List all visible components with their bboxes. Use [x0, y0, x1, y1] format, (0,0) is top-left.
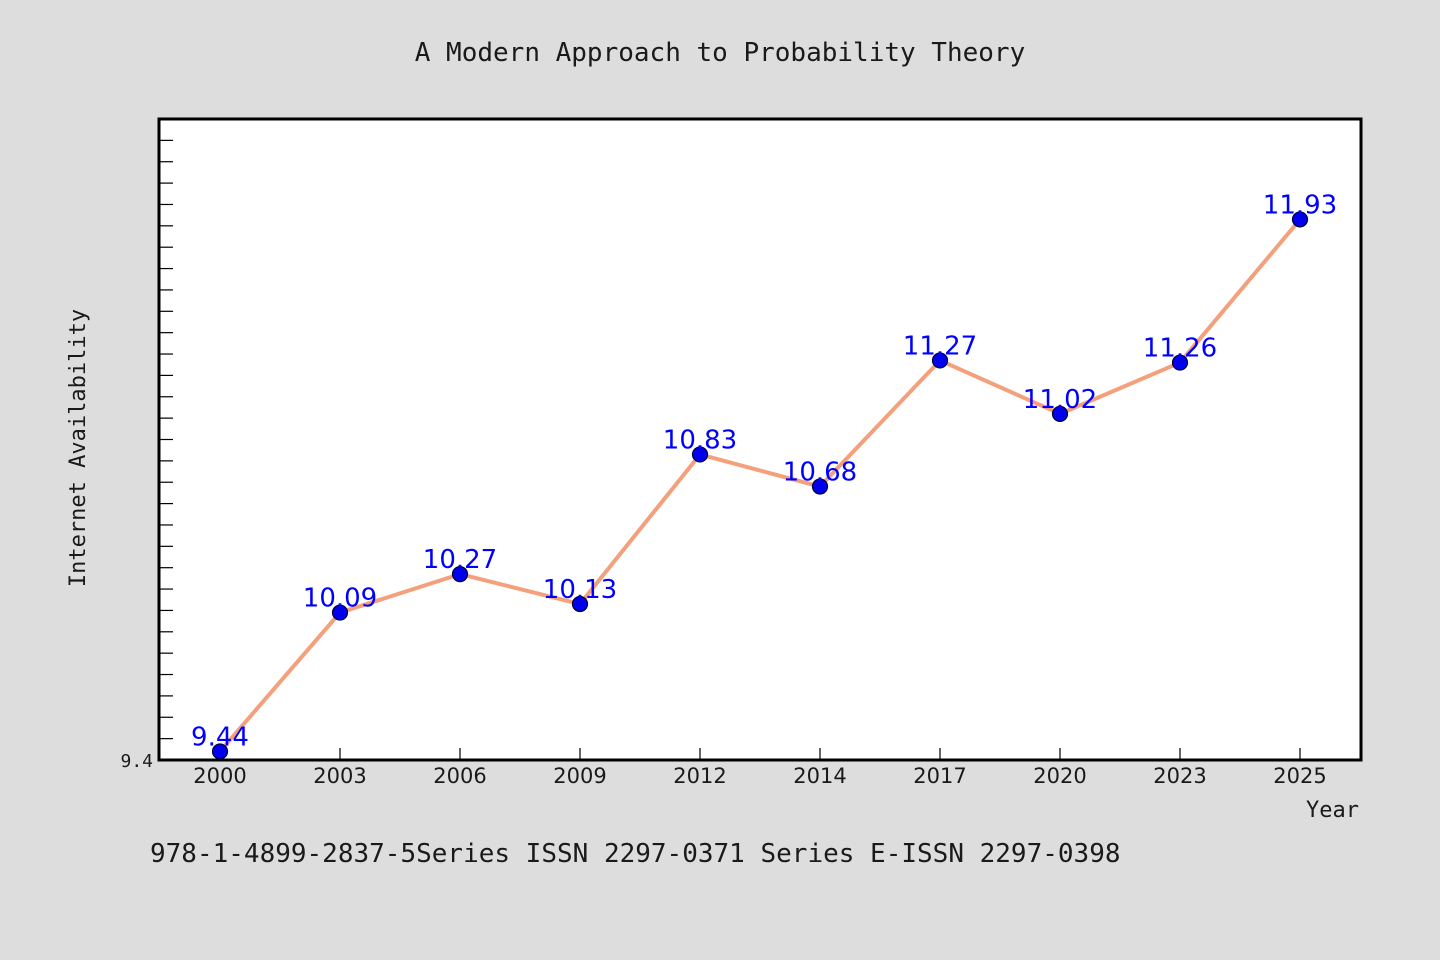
data-point	[331, 604, 349, 621]
data-label: 11.27	[903, 331, 977, 361]
footer-isbn-text: 978-1-4899-2837-5Series ISSN 2297-0371 S…	[150, 839, 1121, 869]
data-label: 10.83	[663, 425, 737, 455]
x-tick-label: 2025	[1273, 764, 1326, 788]
data-markers	[211, 211, 1309, 760]
data-point	[571, 595, 589, 613]
y-axis-ticks	[159, 139, 173, 740]
data-point	[1171, 354, 1189, 371]
x-tick-label: 2017	[913, 764, 966, 788]
series-line	[218, 217, 1302, 754]
x-tick-label: 2003	[313, 764, 366, 788]
x-tick-label: 2023	[1153, 764, 1206, 788]
data-label: 11.26	[1143, 334, 1217, 364]
x-axis-tick-labels: 2000 2003 2006 2009 2012 2014 2017 2020 2023 2025	[193, 764, 1326, 788]
y-axis-tick-labels: 9.4	[120, 751, 153, 772]
data-label: 10.68	[783, 458, 857, 488]
plot-area	[157, 117, 1363, 762]
data-point	[931, 352, 949, 369]
chart-title: A Modern Approach to Probability Theory	[415, 38, 1025, 68]
data-point	[811, 478, 829, 495]
x-axis-label: Year	[1306, 798, 1359, 823]
data-point	[691, 446, 709, 463]
x-tick-label: 2020	[1033, 764, 1086, 788]
data-point	[211, 743, 229, 760]
data-label: 10.27	[423, 545, 497, 575]
x-tick-label: 2009	[553, 764, 606, 788]
data-label: 10.09	[303, 584, 377, 614]
data-point	[1051, 405, 1069, 422]
y-tick-label: 9.4	[120, 751, 153, 772]
x-tick-label: 2014	[793, 764, 846, 788]
y-axis-label: Internet Availability	[66, 309, 91, 587]
data-labels: 9.44 10.09 10.27 10.13 10.83 10.68 11.27 11.02 1…	[191, 190, 1337, 752]
data-label: 11.93	[1263, 190, 1337, 220]
data-label: 11.02	[1023, 385, 1097, 415]
data-label: 10.13	[543, 575, 617, 605]
x-tick-label: 2012	[673, 764, 726, 788]
data-point	[451, 566, 469, 583]
x-tick-label: 2000	[193, 764, 246, 788]
data-label: 9.44	[191, 722, 249, 752]
data-point	[1291, 211, 1309, 228]
x-tick-label: 2006	[433, 764, 486, 788]
